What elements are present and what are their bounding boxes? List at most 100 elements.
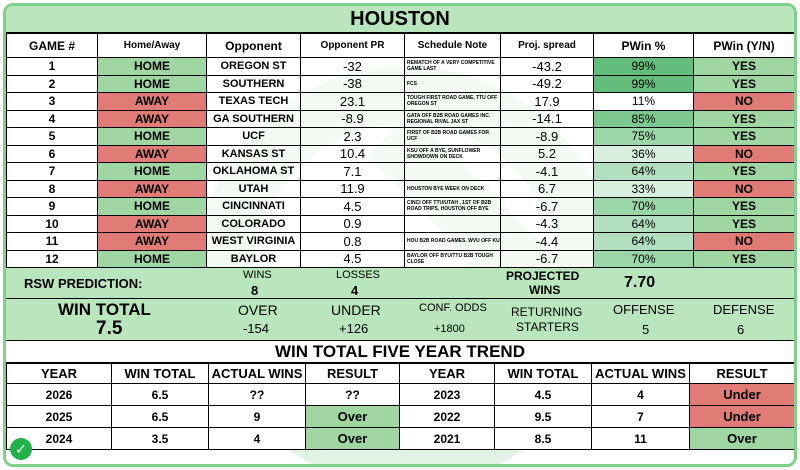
- game-row: 1 HOME OREGON ST -32 REMATCH OF A VERY COMPE…: [6, 57, 794, 76]
- game-number: 4: [6, 109, 98, 128]
- opponent: BAYLOR: [206, 249, 301, 268]
- conf-odds-label: CONF. ODDS: [419, 302, 487, 314]
- proj-spread: -49.2: [500, 74, 594, 93]
- trend-row: 2025 6.5 9 Over 2022 9.5 7 Under: [6, 405, 794, 428]
- wins-value: 8: [251, 283, 259, 298]
- under-label: UNDER: [331, 302, 381, 318]
- projected-label: PROJECTED: [506, 269, 580, 283]
- proj-spread: -6.7: [500, 249, 594, 268]
- schedule-note: [404, 214, 501, 233]
- pwin-yn: YES: [693, 74, 794, 93]
- trend-year: 2026: [6, 383, 112, 406]
- opponent-pr: 4.5: [300, 249, 405, 268]
- game-row: 4 AWAY GA SOUTHERN -8.9 GATA OFF B2B ROAD GA…: [6, 109, 794, 128]
- offense-value: 5: [642, 322, 650, 337]
- pwin-pct: 64%: [593, 232, 694, 251]
- rsw-label: RSW PREDICTION:: [24, 276, 143, 291]
- game-number: 11: [6, 232, 98, 251]
- pwin-yn: NO: [693, 232, 794, 251]
- trend-result: ??: [305, 383, 400, 406]
- under-odds: +126: [339, 321, 369, 336]
- schedule-note: HOUSTON BYE WEEK ON DECK: [404, 179, 501, 198]
- pwin-yn: YES: [693, 214, 794, 233]
- home-away: AWAY: [97, 144, 207, 163]
- trend-result: Under: [689, 383, 794, 406]
- conf-odds-value: +1800: [434, 323, 465, 335]
- opponent-pr: -8.9: [300, 109, 405, 128]
- game-row: 12 HOME BAYLOR 4.5 BAYLOR OFF BYU/TTU B2B TO…: [6, 249, 794, 268]
- opponent: UTAH: [206, 179, 301, 198]
- schedule-note: HOU B2B ROAD GAMES. WVU OFF KU: [404, 232, 501, 251]
- opponent: KANSAS ST: [206, 144, 301, 163]
- trend-header-result: RESULT: [305, 363, 400, 384]
- trend-header-row: YEAR WIN TOTAL ACTUAL WINS RESULT YEAR W…: [6, 363, 794, 384]
- trend-header-actual-wins: ACTUAL WINS: [208, 363, 306, 384]
- home-away: HOME: [97, 74, 207, 93]
- opponent-pr: 4.5: [300, 197, 405, 216]
- schedule-note: GATA OFF B2B ROAD GAMES INC. REGIONAL RI…: [404, 109, 501, 128]
- schedule-table: GAME # Home/Away Opponent Opponent PR Sc…: [6, 33, 794, 268]
- header-opponent: Opponent: [206, 33, 301, 58]
- game-number: 10: [6, 214, 98, 233]
- houston-schedule-sheet: HOUSTON GAME # Home/Away Opponent Oppone…: [3, 3, 797, 467]
- header-opponent-pr: Opponent PR: [300, 33, 405, 58]
- proj-spread: -8.9: [500, 127, 594, 146]
- pwin-yn: NO: [693, 179, 794, 198]
- opponent: SOUTHERN: [206, 74, 301, 93]
- opponent-pr: 7.1: [300, 162, 405, 181]
- home-away: AWAY: [97, 92, 207, 111]
- pwin-pct: 70%: [593, 197, 694, 216]
- home-away: AWAY: [97, 109, 207, 128]
- pwin-pct: 33%: [593, 179, 694, 198]
- trend-table: YEAR WIN TOTAL ACTUAL WINS RESULT YEAR W…: [6, 363, 794, 450]
- trend-result: Over: [305, 405, 400, 428]
- proj-spread: -14.1: [500, 109, 594, 128]
- schedule-note: TOUGH FIRST ROAD GAME, TTU OFF OREGON ST: [404, 92, 501, 111]
- rsw-prediction-bar: RSW PREDICTION: WINS 8 LOSSES 4 PROJECTE…: [6, 268, 794, 299]
- opponent-pr: -32: [300, 57, 405, 76]
- header-pwin-pct: PWin %: [593, 33, 694, 58]
- game-row: 9 HOME CINCINNATI 4.5 CINCI OFF TTU/UTAH , 1…: [6, 197, 794, 216]
- pwin-pct: 36%: [593, 144, 694, 163]
- trend-win-total: 3.5: [111, 427, 209, 450]
- game-number: 3: [6, 92, 98, 111]
- game-number: 5: [6, 127, 98, 146]
- trend-win-total: 9.5: [494, 405, 592, 428]
- over-label: OVER: [238, 302, 278, 318]
- pwin-pct: 85%: [593, 109, 694, 128]
- pwin-yn: YES: [693, 109, 794, 128]
- game-row: 3 AWAY TEXAS TECH 23.1 TOUGH FIRST ROAD GAME…: [6, 92, 794, 111]
- starters-label: STARTERS: [516, 320, 579, 334]
- trend-year: 2023: [399, 383, 495, 406]
- proj-spread: 17.9: [500, 92, 594, 111]
- opponent-pr: 0.8: [300, 232, 405, 251]
- losses-value: 4: [351, 283, 359, 298]
- proj-spread: -6.7: [500, 197, 594, 216]
- trend-actual-wins: ??: [208, 383, 306, 406]
- proj-spread: -43.2: [500, 57, 594, 76]
- home-away: AWAY: [97, 179, 207, 198]
- defense-label: DEFENSE: [713, 302, 775, 317]
- trend-header-year-2: YEAR: [399, 363, 495, 384]
- opponent: OREGON ST: [206, 57, 301, 76]
- game-row: 11 AWAY WEST VIRGINIA 0.8 HOU B2B ROAD GAMES…: [6, 232, 794, 251]
- trend-header-year: YEAR: [6, 363, 112, 384]
- opponent: OKLAHOMA ST: [206, 162, 301, 181]
- schedule-note: [404, 162, 501, 181]
- trend-result: Under: [689, 405, 794, 428]
- trend-result: Over: [689, 427, 794, 450]
- pwin-yn: YES: [693, 249, 794, 268]
- win-total-value: 7.5: [96, 318, 123, 339]
- opponent: UCF: [206, 127, 301, 146]
- pwin-yn: YES: [693, 197, 794, 216]
- trend-result: Over: [305, 427, 400, 450]
- opponent-pr: 2.3: [300, 127, 405, 146]
- game-row: 5 HOME UCF 2.3 FIRST OF B2B ROAD GAMES FOR U…: [6, 127, 794, 146]
- home-away: HOME: [97, 197, 207, 216]
- opponent: COLORADO: [206, 214, 301, 233]
- home-away: HOME: [97, 249, 207, 268]
- over-odds: -154: [243, 321, 270, 336]
- trend-actual-wins: 4: [208, 427, 306, 450]
- schedule-note: KSU OFF A BYE, SUNFLOWER SHOWDOWN ON DEC…: [404, 144, 501, 163]
- schedule-note: FCS: [404, 74, 501, 93]
